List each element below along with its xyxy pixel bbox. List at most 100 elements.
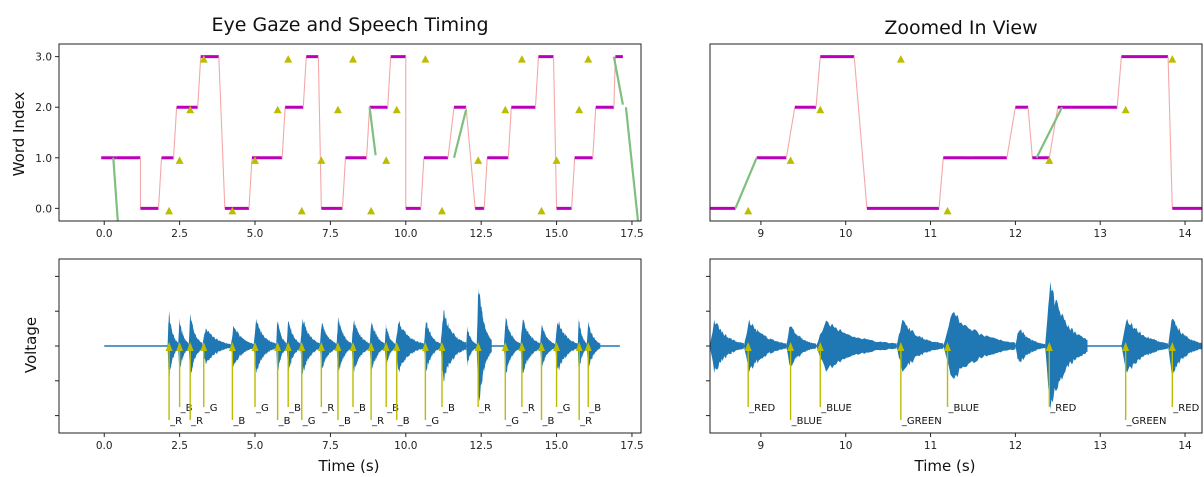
speech-burst: [1015, 329, 1046, 363]
word-marker-label: _G: [557, 403, 571, 414]
x-tick-label: 15.0: [545, 440, 568, 452]
word-marker-label: _R: [169, 416, 182, 427]
word-marker-label: _R: [190, 416, 203, 427]
word-onset-marker: [186, 105, 195, 114]
word-marker-arrow: [438, 342, 446, 351]
word-onset-marker: [349, 55, 358, 63]
x-tick-label: 0.0: [96, 440, 113, 452]
word-onset-marker: [392, 105, 401, 114]
gaze-transition: [302, 56, 307, 108]
word-marker-label: _GREEN: [901, 416, 942, 427]
word-marker-arrow: [334, 342, 342, 351]
word-onset-marker: [284, 55, 293, 63]
gaze-transition: [1048, 107, 1059, 158]
gaze-transition: [465, 107, 476, 209]
word-marker-label: _RED: [1049, 403, 1076, 414]
word-marker-label: _B: [442, 403, 455, 414]
speech-burst: [167, 310, 179, 380]
panel-gaze-zoom: 9 10 11 12 13 14: [709, 43, 1203, 240]
word-onset-marker: [943, 206, 952, 215]
gaze-transition: [853, 56, 868, 209]
gaze-transition: [420, 157, 425, 209]
speech-burst: [476, 288, 492, 402]
x-tick-label: 10: [839, 440, 852, 452]
x-tick-label: 15.0: [545, 228, 568, 240]
word-onset-marker: [584, 55, 593, 63]
word-onset-marker: [421, 55, 430, 63]
word-marker-arrow: [393, 342, 401, 351]
saccade-line: [734, 157, 758, 209]
y-tick-label: 3.0: [35, 52, 52, 64]
speech-burst: [786, 326, 817, 366]
gaze-transition: [785, 107, 796, 158]
gaze-transition: [534, 56, 540, 108]
word-marker-arrow: [274, 342, 282, 351]
word-onset-marker: [786, 156, 795, 164]
speech-burst: [816, 320, 897, 372]
word-marker-label: _GREEN: [1126, 416, 1167, 427]
x-axis-label-left: Time (s): [318, 457, 380, 475]
word-marker-arrow: [228, 342, 236, 351]
y-axis-label-voltage: Voltage: [22, 317, 40, 373]
word-onset-marker: [251, 156, 260, 164]
speech-burst: [896, 319, 944, 373]
speech-burst: [336, 317, 352, 376]
word-onset-marker: [382, 156, 391, 164]
word-onset-marker: [273, 105, 282, 114]
speech-burst: [188, 314, 203, 378]
speech-burst: [178, 317, 189, 374]
x-tick-label: 9: [758, 228, 765, 240]
x-tick-label: 12.5: [469, 440, 492, 452]
speech-burst: [369, 321, 385, 371]
x-tick-label: 12: [1009, 440, 1022, 452]
word-marker-label: _B: [232, 416, 245, 427]
speech-burst: [1121, 318, 1169, 373]
panel-gaze-full: 0.0 2.5 5.0 7.5 10.0 12.5 15.0 17.5 0.0 1.0 2.0 3.0: [35, 43, 644, 240]
word-marker-arrow: [897, 342, 905, 351]
saccade-line: [624, 107, 640, 221]
word-marker-arrow: [575, 342, 583, 351]
word-onset-marker: [333, 105, 342, 114]
word-marker-label: _BLUE: [820, 403, 852, 414]
y-tick-label: 0.0: [35, 203, 52, 215]
word-marker-arrow: [584, 342, 592, 351]
word-onset-marker: [1045, 156, 1054, 164]
x-tick-label: 7.5: [322, 440, 339, 452]
panel-speech-full: _R_B_R_G_B_G_B_B_G_R_B_B_R_B_B _G_B _R_G_R…: [55, 258, 644, 452]
word-marker-label: _B: [353, 403, 366, 414]
word-marker-arrow: [200, 342, 208, 351]
saccade-line: [1035, 106, 1064, 159]
word-marker-arrow: [553, 342, 561, 351]
gaze-transition: [483, 157, 488, 209]
gaze-transition: [173, 107, 178, 158]
plot-area: _RED _BLUE _BLUE _GREEN _BLUE _RED _GREEN _RED: [710, 281, 1202, 427]
saccade-line: [112, 157, 119, 221]
word-onset-marker: [517, 55, 526, 63]
speech-burst: [395, 320, 424, 373]
gaze-transition: [197, 56, 202, 108]
x-tick-label: 2.5: [171, 440, 188, 452]
x-tick-label: 10.0: [394, 440, 417, 452]
speech-burst: [586, 321, 601, 371]
speech-burst: [253, 318, 277, 374]
speech-burst: [351, 319, 370, 373]
speech-burst: [202, 328, 231, 365]
gaze-transition: [815, 56, 821, 108]
gaze-transition: [281, 107, 286, 158]
gaze-transition: [387, 56, 392, 108]
gaze-transition: [248, 157, 253, 209]
speech-burst: [710, 319, 744, 374]
x-tick-label: 10.0: [394, 228, 417, 240]
word-marker-arrow: [816, 342, 824, 351]
plot-area: _R_B_R_G_B_G_B_B_G_R_B_B_R_B_B _G_B _R_G_R…: [104, 288, 620, 427]
y-tick-label: 1.0: [35, 153, 52, 165]
x-tick-label: 14: [1178, 228, 1192, 240]
x-tick-label: 17.5: [620, 228, 643, 240]
panel-speech-zoom: _RED _BLUE _BLUE _GREEN _BLUE _RED _GREEN _RED 9…: [706, 258, 1203, 452]
x-tick-label: 5.0: [247, 228, 264, 240]
word-marker-label: _G: [302, 416, 316, 427]
word-marker-arrow: [518, 342, 526, 351]
word-onset-marker: [816, 105, 825, 114]
word-marker-label: _B: [588, 403, 601, 414]
